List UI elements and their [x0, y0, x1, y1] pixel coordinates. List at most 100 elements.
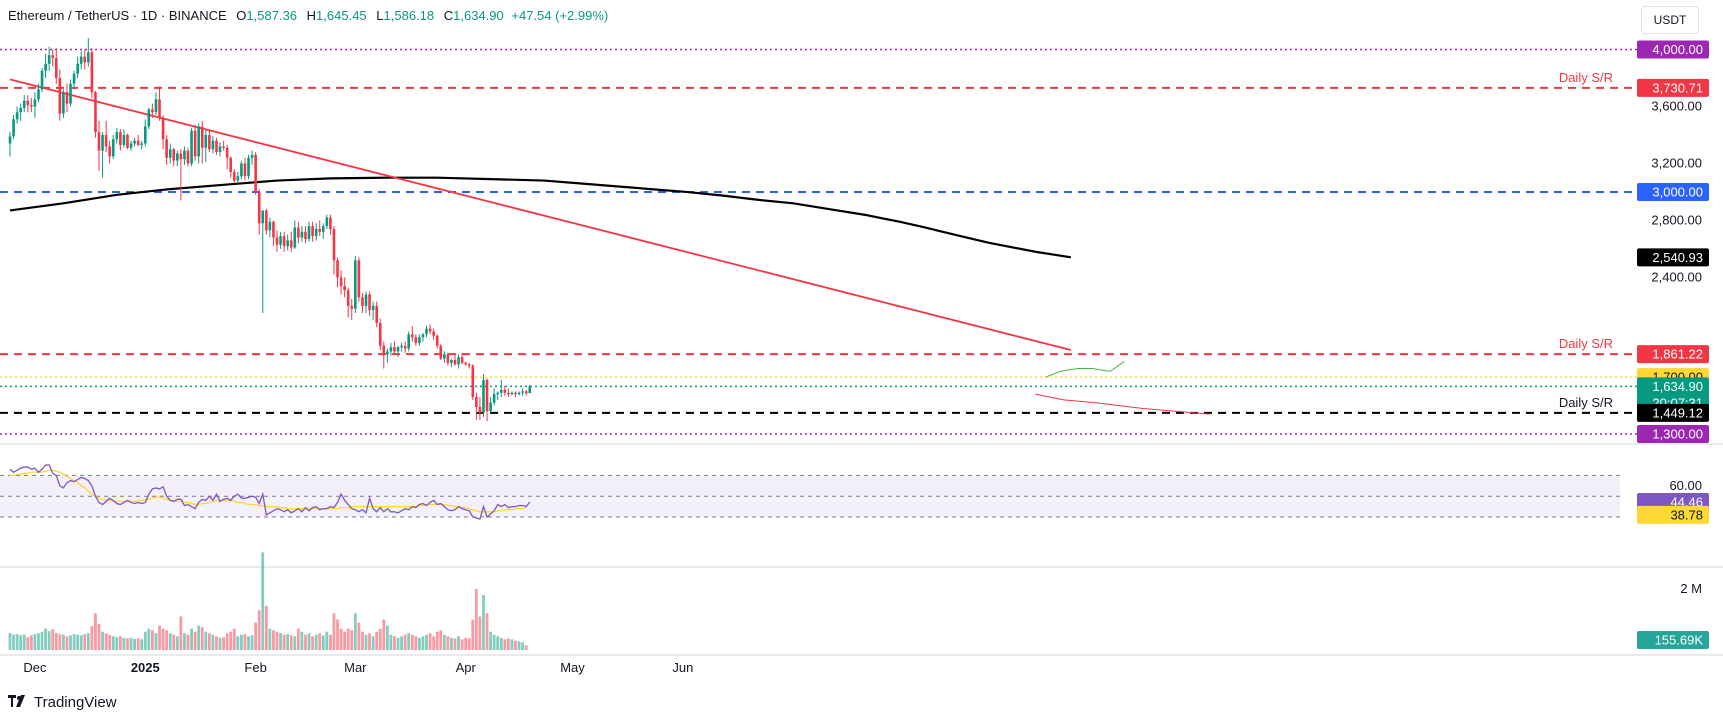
candle-body	[378, 322, 382, 346]
time-axis-tick: Mar	[344, 660, 367, 675]
candle-body	[339, 277, 343, 286]
price-badge	[1637, 248, 1709, 267]
volume-bar	[193, 631, 197, 650]
volume-bar	[425, 634, 428, 650]
price-badge	[1637, 377, 1709, 412]
candle-body	[154, 99, 158, 113]
volume-bar	[268, 628, 272, 650]
candle-body	[197, 126, 200, 157]
volume-bar	[79, 635, 83, 650]
volume-bar	[329, 634, 332, 650]
volume-bar	[172, 634, 176, 650]
candle-body	[190, 130, 193, 164]
volume-bar	[240, 634, 243, 650]
volume-bar	[286, 634, 290, 650]
price-badge	[1637, 78, 1709, 97]
candle-body	[218, 146, 222, 153]
time-axis-tick: Jun	[672, 660, 693, 675]
volume-bar	[378, 628, 382, 650]
candle-body	[168, 149, 172, 158]
candle-body	[368, 294, 371, 311]
rsi-line	[9, 464, 531, 520]
volume-bar	[168, 633, 172, 650]
volume-bar	[154, 633, 158, 650]
level-name-label: Daily S/R	[1559, 395, 1613, 410]
candle-body	[47, 55, 51, 64]
time-axis-tick: Feb	[244, 660, 266, 675]
candle-body	[254, 154, 257, 192]
volume-bar	[418, 637, 421, 650]
candle-body	[204, 134, 208, 148]
candle-body	[432, 331, 435, 336]
volume-bar	[300, 631, 304, 650]
candle-body	[418, 337, 421, 343]
candle-body	[140, 143, 144, 145]
volume-bar	[325, 631, 329, 650]
volume-bar	[72, 634, 76, 650]
currency-button[interactable]: USDT	[1641, 6, 1699, 34]
candle-body	[332, 228, 336, 261]
candle-body	[300, 231, 304, 238]
candle-body	[457, 357, 460, 365]
candle-body	[421, 334, 425, 338]
candle-body	[289, 240, 293, 248]
volume-bar	[136, 638, 140, 650]
candle-body	[172, 149, 176, 161]
volume-bar	[446, 636, 450, 650]
level-name-label: Daily S/R	[1559, 70, 1613, 85]
forecast-up-line	[1045, 361, 1125, 378]
candle-body	[475, 397, 478, 407]
volume-badge-label: 155.69K	[1655, 633, 1704, 648]
volume-bar	[236, 636, 240, 650]
volume-bar	[83, 634, 87, 650]
candle-body	[122, 134, 126, 145]
volume-bar	[165, 630, 169, 650]
candle-body	[407, 334, 411, 349]
price-badge	[1637, 182, 1709, 201]
open-label: O	[236, 8, 247, 23]
candle-body	[62, 92, 65, 114]
candle-body	[446, 354, 450, 363]
volume-bar	[211, 634, 215, 650]
candle-body	[489, 402, 492, 412]
volume-bar	[104, 633, 108, 650]
volume-bar	[521, 642, 525, 650]
candle-body	[321, 226, 325, 232]
candle-body	[268, 221, 272, 231]
candle-body	[94, 92, 97, 133]
candle-body	[133, 140, 136, 144]
volume-bar	[37, 633, 40, 650]
volume-bar	[435, 631, 439, 650]
open-value: 1,587.36	[246, 8, 298, 23]
volume-bar	[293, 636, 297, 650]
volume-bar	[464, 637, 468, 650]
volume-bar	[207, 633, 211, 650]
volume-bar	[215, 636, 218, 650]
candle-body	[439, 345, 443, 359]
candle-body	[425, 328, 428, 335]
volume-bar	[393, 636, 396, 650]
volume-bar	[332, 613, 336, 650]
rsi-ma-badge-label: 38.78	[1670, 507, 1703, 522]
ema-200-line	[9, 176, 1072, 259]
candle-body	[72, 73, 76, 84]
level-name-label: Daily S/R	[1559, 336, 1613, 351]
brand-name: TradingView	[34, 694, 117, 711]
volume-bar	[86, 633, 90, 650]
footer-brand[interactable]: TradingView	[8, 694, 117, 711]
volume-bar	[108, 634, 112, 650]
volume-bar	[76, 634, 80, 650]
symbol-title[interactable]: Ethereum / TetherUS · 1D · BINANCE	[8, 8, 227, 23]
candle-body	[386, 351, 389, 355]
volume-badge	[1637, 631, 1709, 649]
rsi-ma-badge	[1637, 505, 1709, 524]
candle-body	[44, 63, 47, 71]
candle-body	[396, 347, 400, 352]
candle-body	[307, 226, 311, 239]
candle-body	[225, 147, 229, 158]
candle-body	[478, 406, 482, 413]
candle-body	[471, 365, 475, 398]
candle-body	[492, 394, 496, 403]
volume-bar	[318, 633, 322, 650]
